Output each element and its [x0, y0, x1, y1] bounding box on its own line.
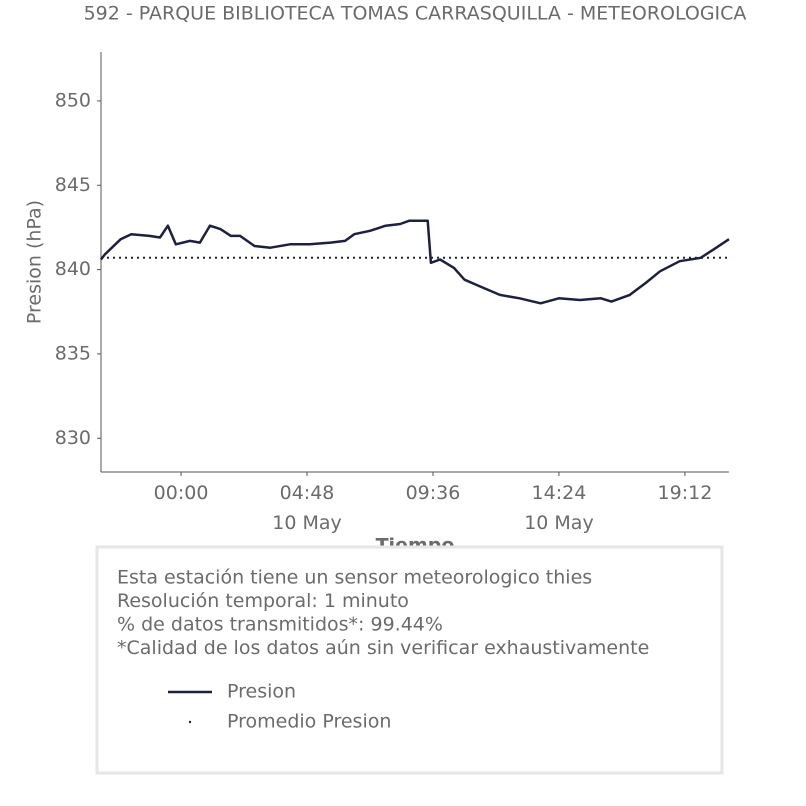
y-tick-label: 845 [55, 174, 91, 196]
chart-title: 592 - PARQUE BIBLIOTECA TOMAS CARRASQUIL… [84, 3, 747, 25]
series-line [100, 219, 730, 305]
x-tick-label: 09:36 [405, 482, 461, 504]
info-text: *Calidad de los datos aún sin verificar … [117, 637, 649, 659]
x-tick-label: 14:24 10 May [524, 482, 594, 534]
x-tick-label: 04:48 10 May [272, 482, 342, 534]
y-tick-label: 830 [55, 427, 91, 449]
y-tick-label: 840 [55, 258, 91, 280]
y-axis-label: Presion (hPa) [24, 200, 46, 324]
info-text: Resolución temporal: 1 minuto [117, 590, 409, 612]
y-tick-label: 850 [55, 89, 91, 111]
y-tick-label: 835 [55, 342, 91, 364]
x-tick-label: 19:12 [657, 482, 713, 504]
legend-swatch [188, 720, 192, 724]
info-box [95, 545, 724, 775]
legend-label: Presion [227, 681, 296, 703]
legend-label: Promedio Presion [227, 711, 391, 733]
x-tick-label: 00:00 [153, 482, 209, 504]
info-text: % de datos transmitidos*: 99.44% [117, 614, 443, 636]
info-text: Esta estación tiene un sensor meteorolog… [117, 567, 592, 589]
